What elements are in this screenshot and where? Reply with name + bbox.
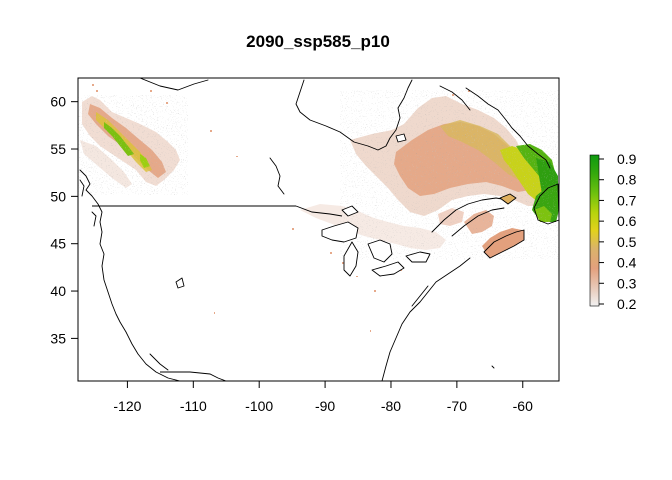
legend-tick-label: 0.4 [617, 255, 637, 271]
map-plot-area [78, 78, 559, 381]
suitability-raster-scatter [92, 84, 470, 332]
suitability-raster-west [78, 95, 188, 195]
legend-tick-label: 0.9 [617, 151, 637, 167]
legend-tick-label: 0.7 [617, 192, 637, 208]
legend-colorbar: 0.9 0.8 0.7 0.6 0.5 0.4 0.3 0.2 [589, 151, 637, 312]
x-tick-label: -60 [513, 398, 533, 414]
x-tick-label: -80 [381, 398, 401, 414]
legend-ticks: 0.9 0.8 0.7 0.6 0.5 0.4 0.3 0.2 [599, 151, 637, 312]
legend-tick-label: 0.3 [617, 275, 637, 291]
legend-tick-label: 0.2 [617, 296, 637, 312]
x-axis: -120 -110 -100 -90 -80 -70 -60 [113, 380, 533, 414]
legend-gradient-bar [589, 154, 600, 307]
y-tick-label: 45 [50, 236, 66, 252]
x-tick-label: -100 [245, 398, 273, 414]
x-tick-label: -120 [113, 398, 141, 414]
y-tick-label: 40 [50, 283, 66, 299]
y-tick-label: 50 [50, 188, 66, 204]
legend-tick-label: 0.6 [617, 213, 637, 229]
y-tick-label: 60 [50, 94, 66, 110]
legend-tick-label: 0.8 [617, 172, 637, 188]
y-axis: 35 40 45 50 55 60 [50, 94, 79, 346]
basemap-outlines [79, 78, 559, 381]
x-tick-label: -110 [180, 398, 207, 414]
y-tick-label: 55 [50, 141, 66, 157]
x-tick-label: -90 [315, 398, 335, 414]
y-tick-label: 35 [50, 330, 66, 346]
x-tick-label: -70 [447, 398, 467, 414]
legend-tick-label: 0.5 [617, 234, 637, 250]
plot-title: 2090_ssp585_p10 [246, 32, 390, 51]
